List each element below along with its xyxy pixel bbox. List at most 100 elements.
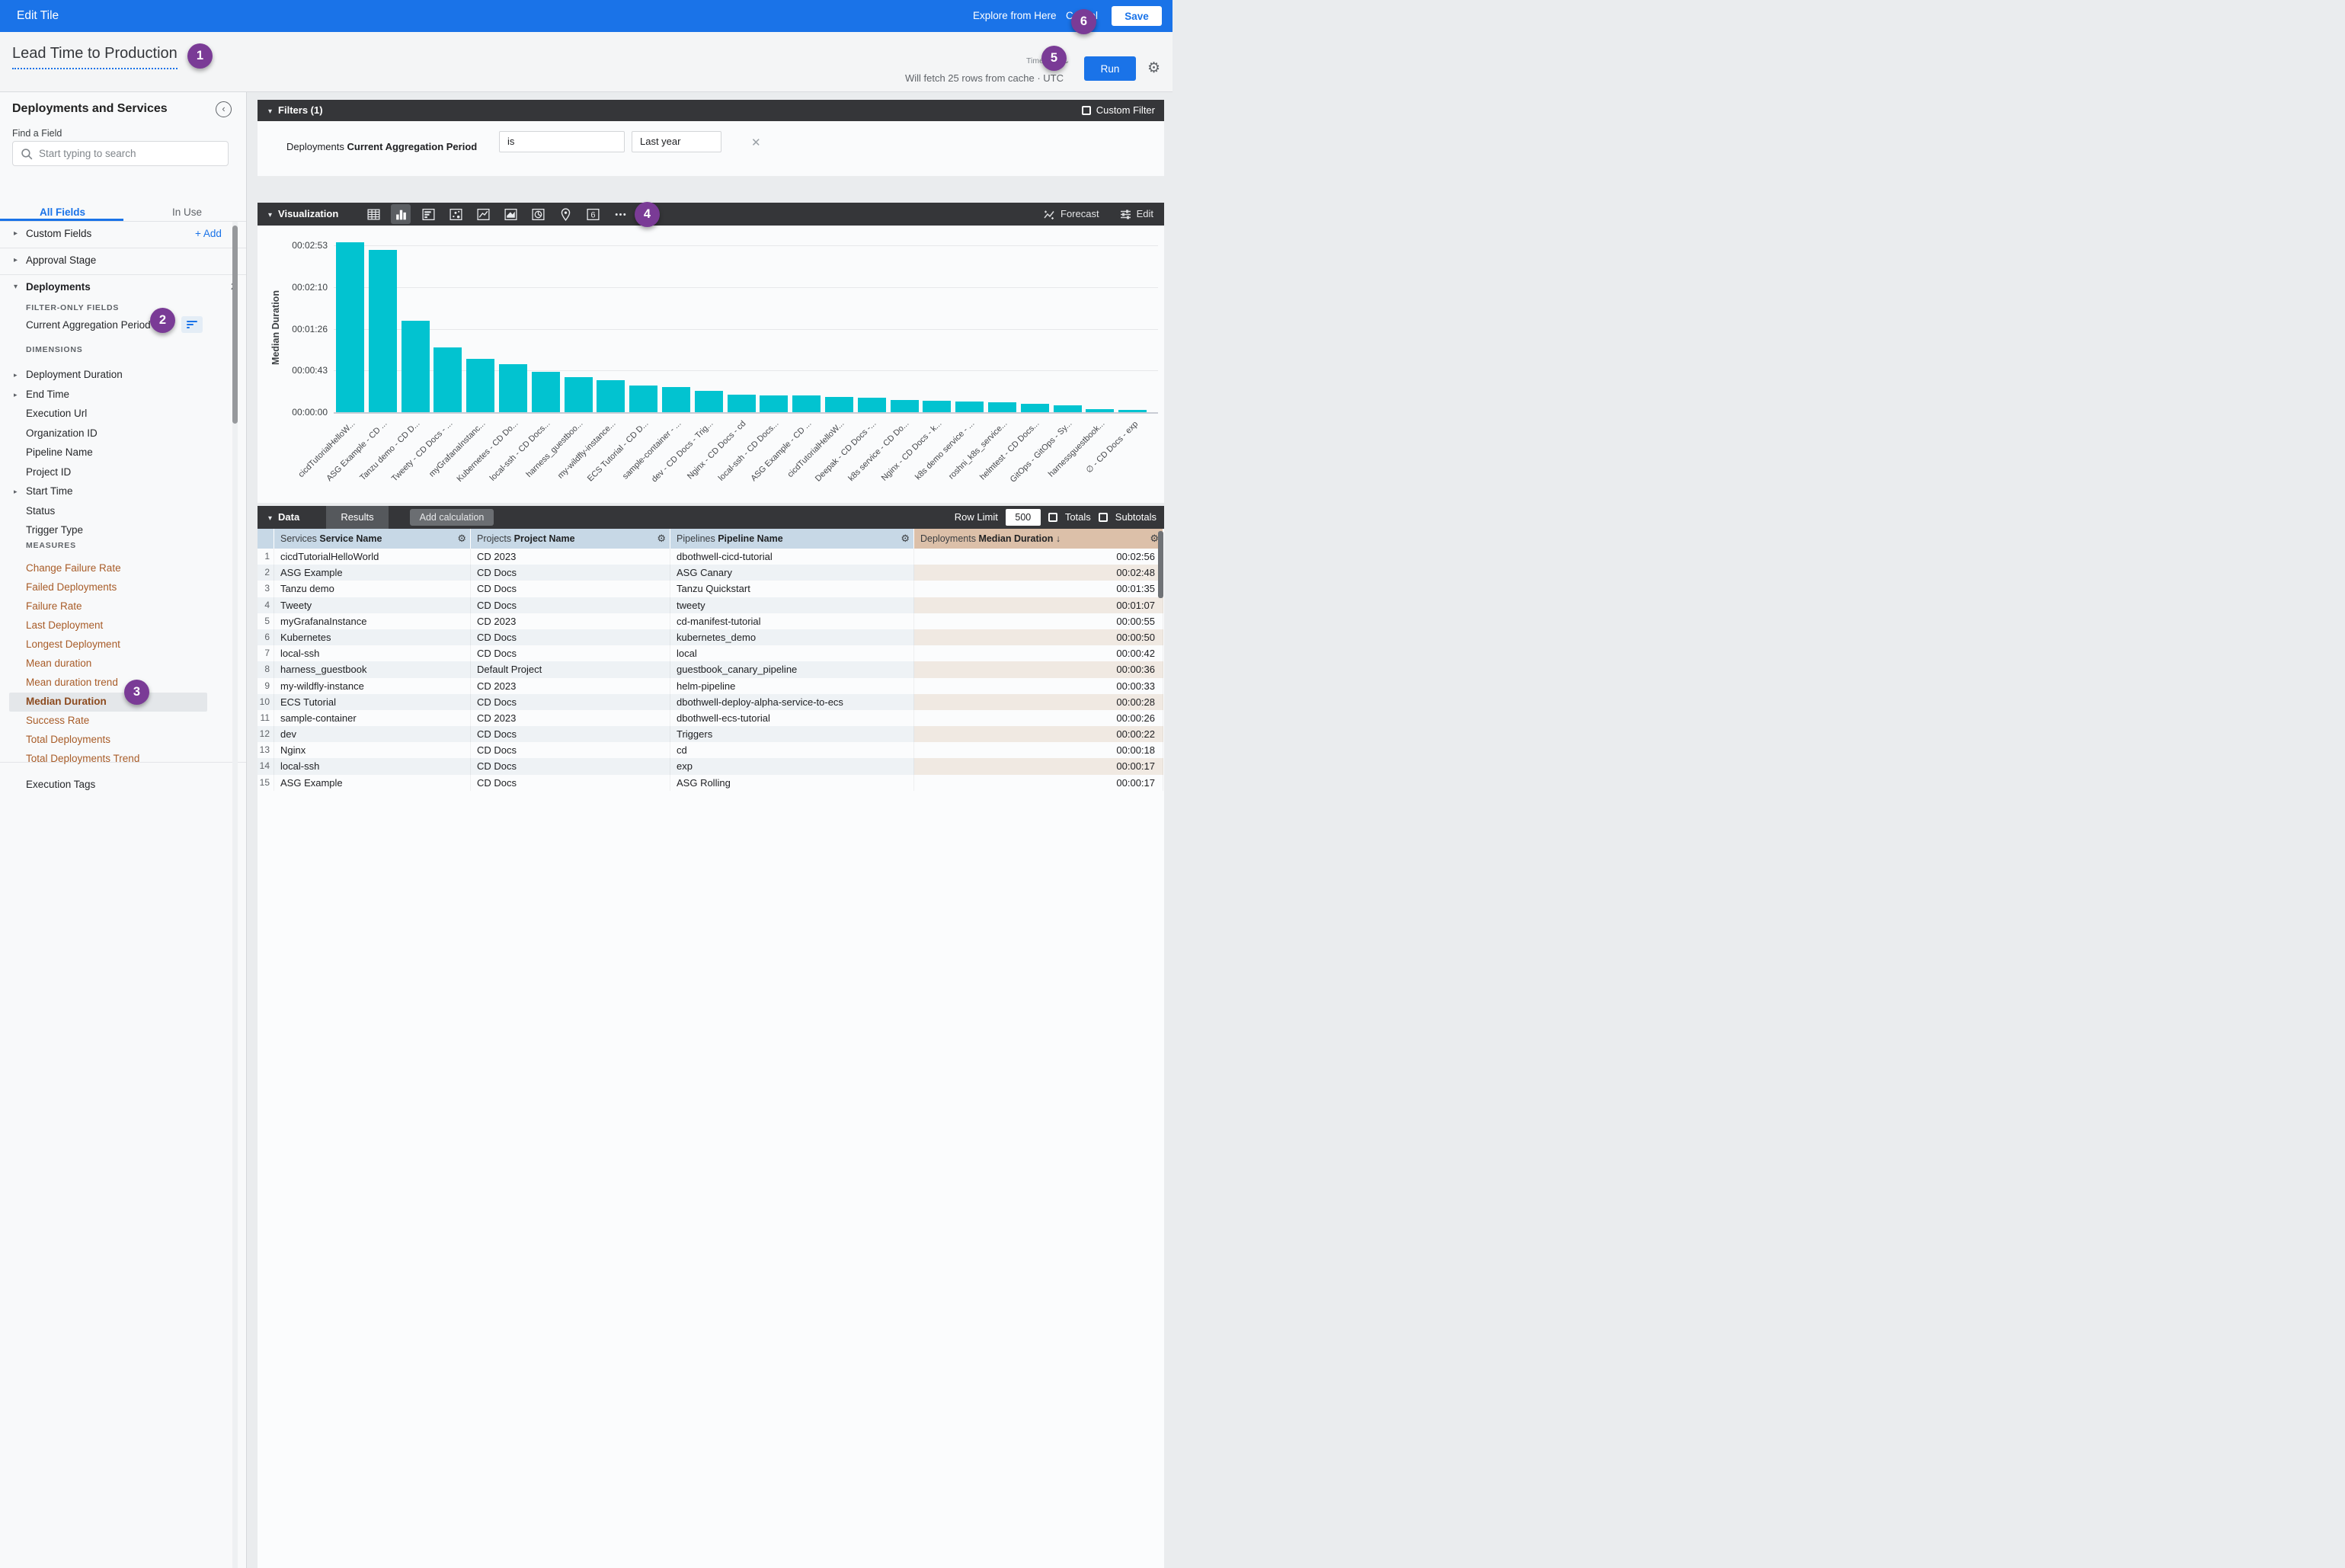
chart-bar[interactable]: [466, 359, 494, 412]
tab-all-fields[interactable]: All Fields: [40, 206, 85, 218]
explore-from-here-button[interactable]: Explore from Here: [973, 0, 1057, 32]
cell-median-duration[interactable]: 00:00:17: [914, 775, 1163, 791]
cell-median-duration[interactable]: 00:00:42: [914, 645, 1163, 661]
query-settings-gear-icon[interactable]: ⚙: [1147, 60, 1160, 77]
cell-dimension[interactable]: Default Project: [471, 661, 670, 677]
chart-bar[interactable]: [1118, 410, 1147, 412]
table-row[interactable]: 1cicdTutorialHelloWorldCD 2023dbothwell-…: [258, 549, 1164, 565]
sidebar-field-trigger-type[interactable]: Trigger Type: [0, 521, 232, 540]
column-chart-icon[interactable]: [391, 204, 411, 224]
sidebar-scrollbar-thumb[interactable]: [232, 226, 238, 424]
chart-bar[interactable]: [728, 395, 756, 412]
data-section-header[interactable]: ▾Data Results Add calculation Row Limit …: [258, 506, 1164, 529]
sidebar-field-median-duration[interactable]: Median Duration: [0, 693, 232, 712]
forecast-button[interactable]: Forecast: [1043, 203, 1099, 226]
chart-bar[interactable]: [760, 395, 788, 412]
chart-bar[interactable]: [401, 321, 430, 412]
cell-dimension[interactable]: CD 2023: [471, 549, 670, 565]
table-row[interactable]: 13NginxCD Docscd00:00:18: [258, 742, 1164, 758]
sidebar-field-success-rate[interactable]: Success Rate: [0, 712, 232, 731]
cell-median-duration[interactable]: 00:01:35: [914, 581, 1163, 597]
column-header-pipeline-name[interactable]: Pipelines Pipeline Name⚙: [670, 529, 914, 549]
cell-dimension[interactable]: CD Docs: [471, 742, 670, 758]
chart-bar[interactable]: [825, 397, 853, 412]
cell-dimension[interactable]: ASG Example: [274, 775, 471, 791]
cell-dimension[interactable]: ASG Example: [274, 565, 471, 581]
cell-median-duration[interactable]: 00:00:26: [914, 710, 1163, 726]
row-limit-input[interactable]: [1006, 509, 1041, 526]
cell-median-duration[interactable]: 00:00:36: [914, 661, 1163, 677]
cell-median-duration[interactable]: 00:00:28: [914, 694, 1163, 710]
table-scrollbar-thumb[interactable]: [1158, 531, 1163, 598]
sidebar-field-change-failure-rate[interactable]: Change Failure Rate: [0, 559, 232, 578]
cell-dimension[interactable]: dev: [274, 726, 471, 742]
sidebar-field-total-deployments-trend[interactable]: Total Deployments Trend: [0, 750, 232, 769]
chart-bar[interactable]: [662, 387, 690, 412]
cell-dimension[interactable]: dbothwell-deploy-alpha-service-to-ecs: [670, 694, 914, 710]
sidebar-item-execution-tags[interactable]: Execution Tags: [0, 776, 232, 795]
field-search-box[interactable]: [12, 141, 229, 166]
sidebar-field-total-deployments[interactable]: Total Deployments: [0, 731, 232, 750]
column-header-project-name[interactable]: Projects Project Name⚙: [471, 529, 670, 549]
pie-chart-icon[interactable]: [528, 204, 548, 224]
table-row[interactable]: 6KubernetesCD Docskubernetes_demo00:00:5…: [258, 629, 1164, 645]
edit-visualization-button[interactable]: Edit: [1119, 203, 1153, 226]
cell-dimension[interactable]: Tanzu Quickstart: [670, 581, 914, 597]
table-row[interactable]: 12devCD DocsTriggers00:00:22: [258, 726, 1164, 742]
chart-bar[interactable]: [597, 380, 625, 412]
cell-median-duration[interactable]: 00:00:22: [914, 726, 1163, 742]
chart-bar[interactable]: [629, 386, 657, 412]
sidebar-field-failure-rate[interactable]: Failure Rate: [0, 597, 232, 616]
cell-dimension[interactable]: CD Docs: [471, 775, 670, 791]
sidebar-item-custom-fields[interactable]: ▸ Custom Fields + Add: [0, 222, 232, 248]
sidebar-scrollbar-track[interactable]: [232, 222, 238, 1568]
chart-bar[interactable]: [792, 395, 821, 412]
cell-dimension[interactable]: tweety: [670, 597, 914, 613]
more-options-icon[interactable]: [610, 204, 630, 224]
column-header-service-name[interactable]: Services Service Name⚙: [274, 529, 471, 549]
filter-operator-select[interactable]: is: [499, 131, 625, 152]
cell-dimension[interactable]: kubernetes_demo: [670, 629, 914, 645]
chevron-right-icon[interactable]: ▸: [14, 488, 18, 496]
tab-in-use[interactable]: In Use: [172, 206, 202, 218]
chart-bar[interactable]: [858, 398, 886, 412]
chart-bar[interactable]: [369, 250, 397, 412]
table-row[interactable]: 7local-sshCD Docslocal00:00:42: [258, 645, 1164, 661]
cell-dimension[interactable]: guestbook_canary_pipeline: [670, 661, 914, 677]
chart-bar[interactable]: [433, 347, 462, 412]
cell-dimension[interactable]: ECS Tutorial: [274, 694, 471, 710]
filter-value-select[interactable]: Last year: [632, 131, 721, 152]
cell-dimension[interactable]: CD Docs: [471, 758, 670, 774]
subtotals-checkbox[interactable]: [1099, 513, 1108, 522]
search-input[interactable]: [39, 142, 222, 165]
cell-median-duration[interactable]: 00:00:18: [914, 742, 1163, 758]
cell-dimension[interactable]: local: [670, 645, 914, 661]
visualization-section-header[interactable]: ▾Visualization Forecast Edit 6: [258, 203, 1164, 226]
cell-dimension[interactable]: CD Docs: [471, 565, 670, 581]
cell-dimension[interactable]: Tanzu demo: [274, 581, 471, 597]
cell-dimension[interactable]: harness_guestbook: [274, 661, 471, 677]
sidebar-field-mean-duration-trend[interactable]: Mean duration trend: [0, 674, 232, 693]
sidebar-field-current-aggregation-period[interactable]: Current Aggregation Period: [0, 316, 232, 335]
custom-filter-checkbox[interactable]: [1082, 106, 1091, 115]
table-row[interactable]: 3Tanzu demoCD DocsTanzu Quickstart00:01:…: [258, 581, 1164, 597]
table-row[interactable]: 5myGrafanaInstanceCD 2023cd-manifest-tut…: [258, 613, 1164, 629]
table-row[interactable]: 4TweetyCD Docstweety00:01:07: [258, 597, 1164, 613]
cell-dimension[interactable]: Kubernetes: [274, 629, 471, 645]
sidebar-field-end-time[interactable]: ▸End Time: [0, 386, 232, 405]
chart-bar[interactable]: [695, 391, 723, 412]
cell-dimension[interactable]: my-wildfly-instance: [274, 678, 471, 694]
sidebar-field-status[interactable]: Status: [0, 502, 232, 521]
cell-dimension[interactable]: ASG Canary: [670, 565, 914, 581]
gear-icon[interactable]: ⚙: [457, 529, 466, 549]
table-row[interactable]: 15ASG ExampleCD DocsASG Rolling00:00:17: [258, 775, 1164, 791]
filters-section-header[interactable]: ▾Filters (1) Custom Filter: [258, 100, 1164, 121]
sidebar-collapse-icon[interactable]: ‹: [216, 101, 232, 117]
cell-median-duration[interactable]: 00:00:55: [914, 613, 1163, 629]
chart-bar[interactable]: [532, 372, 560, 412]
cell-dimension[interactable]: Tweety: [274, 597, 471, 613]
single-value-icon[interactable]: 6: [583, 204, 603, 224]
custom-filter-toggle[interactable]: Custom Filter: [1082, 100, 1155, 121]
cell-median-duration[interactable]: 00:02:56: [914, 549, 1163, 565]
add-calculation-button[interactable]: Add calculation: [410, 509, 494, 526]
